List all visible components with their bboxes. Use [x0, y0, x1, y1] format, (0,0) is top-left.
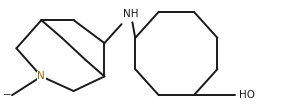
Text: NH: NH — [123, 9, 139, 19]
Text: −: − — [3, 90, 12, 100]
Text: HO: HO — [239, 90, 255, 100]
Text: N: N — [38, 71, 45, 81]
